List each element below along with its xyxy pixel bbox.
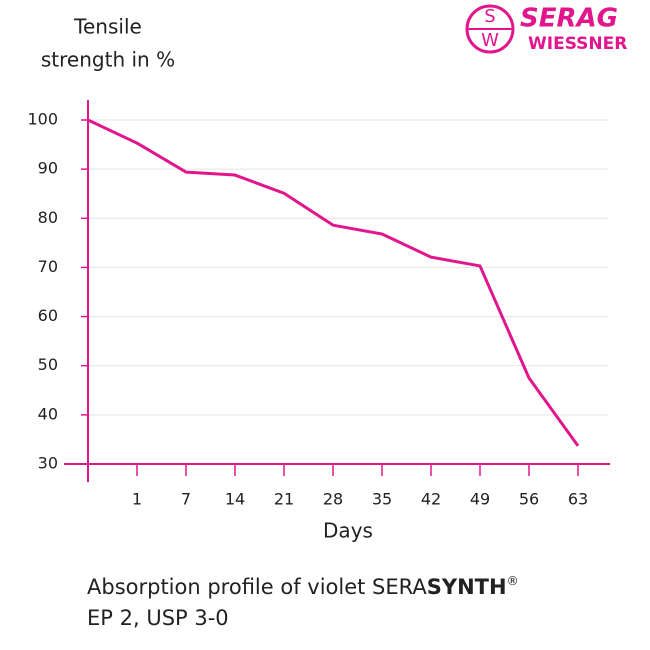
y-tick-label: 50 [38,355,58,374]
y-tick-label: 80 [38,208,58,227]
x-tick-label: 1 [132,490,142,509]
logo-letter: S [484,6,495,27]
logo-circle [465,4,515,54]
y-tick-label: 100 [27,110,58,129]
logo-subname: WIESSNER [528,34,627,54]
x-tick-label: 42 [421,490,441,509]
y-axis-label: Tensile [73,15,142,39]
caption: EP 2, USP 3-0 [87,606,229,630]
x-axis-label: Days [323,519,373,543]
x-tick-label: 35 [372,490,392,509]
x-tick-label: 28 [323,490,343,509]
data-line [87,118,580,447]
caption: Absorption profile of violet SERASYNTH® [87,574,519,600]
x-tick-label: 56 [519,490,539,509]
x-tick-label: 49 [470,490,490,509]
y-tick-label: 30 [38,454,58,473]
y-tick-label: 90 [38,159,58,178]
logo-name: SERAG [520,4,618,34]
y-tick-label: 60 [38,306,58,325]
caption-part: Absorption profile of violet SERA [87,575,427,599]
x-tick-label: 7 [181,490,191,509]
y-axis-label: strength in % [41,48,175,72]
x-tick-label: 21 [274,490,294,509]
y-tick-label: 40 [38,404,58,423]
x-tick-label: 63 [568,490,588,509]
logo: S W SERAG WIESSNER [465,4,627,54]
caption-part: ® [507,574,519,588]
logo-letter: W [481,30,499,51]
y-tick-label: 70 [38,257,58,276]
x-tick-label: 14 [225,490,245,509]
caption-part: SYNTH [427,575,507,599]
